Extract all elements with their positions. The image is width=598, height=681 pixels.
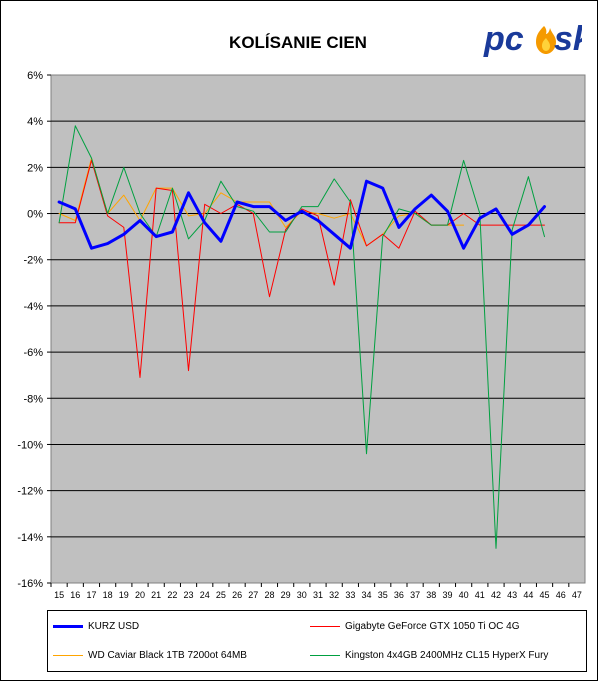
legend-swatch [310,655,340,656]
series-layer [57,125,546,549]
legend-swatch [53,625,83,628]
y-tick-label: -14% [17,532,43,544]
x-tick-label: 15 [54,590,64,600]
x-tick-label: 37 [410,590,420,600]
x-tick-label: 36 [394,590,404,600]
y-tick-label: -2% [23,255,43,267]
y-tick-label: -10% [17,439,43,451]
legend-swatch [310,626,340,627]
y-tick-label: -8% [23,393,43,405]
x-tick-label: 22 [167,590,177,600]
x-tick-label: 33 [345,590,355,600]
legend-item-kurz-usd: KURZ USD [53,621,139,632]
x-tick-label: 25 [216,590,226,600]
x-tick-label: 40 [459,590,469,600]
svg-text:pc: pc [483,20,524,58]
x-tick-label: 43 [507,590,517,600]
x-tick-label: 19 [119,590,129,600]
y-tick-label: -12% [17,486,43,498]
x-tick-label: 44 [523,590,533,600]
y-tick-label: 2% [27,162,43,174]
x-tick-label: 31 [313,590,323,600]
x-tick-label: 39 [442,590,452,600]
y-tick-label: -16% [17,578,43,590]
y-tick-label: -6% [23,347,43,359]
x-axis-ticks: 15 16 17 18 19 20 21 22 23 24 25 26 27 28 29 30 31 32 33 34… [50,583,582,600]
x-tick-label: 32 [329,590,339,600]
x-tick-label: 17 [86,590,96,600]
x-tick-label: 29 [281,590,291,600]
y-tick-label: 4% [27,116,43,128]
x-tick-label: 47 [572,590,582,600]
x-tick-label: 28 [264,590,274,600]
x-tick-label: 42 [491,590,501,600]
x-tick-label: 34 [362,590,372,600]
legend-label: KURZ USD [88,621,140,632]
legend-label: Kingston 4x4GB 2400MHz CL15 HyperX Fury [345,650,549,661]
x-tick-label: 35 [378,590,388,600]
y-axis-ticks: 6% 4% 2% 0% -2% -4% -6% -8% -10% -12% -14% -16% [17,70,51,590]
legend: KURZ USD Gigabyte GeForce GTX 1050 Ti OC… [47,610,587,672]
legend-label: WD Caviar Black 1TB 7200ot 64MB [88,650,247,661]
legend-label: Gigabyte GeForce GTX 1050 Ti OC 4G [345,621,520,632]
x-tick-label: 20 [135,590,145,600]
line-chart: 6%4%2%0%-2%-4%-6%-8%-10%-12%-14%-16% 15 1… [17,70,586,600]
x-tick-label: 26 [232,590,242,600]
x-tick-label: 16 [70,590,80,600]
series-line-1 [58,159,545,378]
x-tick-label: 41 [475,590,485,600]
x-tick-label: 38 [426,590,436,600]
legend-item-wd-caviar: WD Caviar Black 1TB 7200ot 64MB [53,650,247,661]
legend-swatch [53,655,83,656]
series-line-0 [57,179,546,250]
y-tick-label: 6% [27,70,43,82]
x-tick-label: 45 [540,590,550,600]
chart-title: KOLÍSANIE CIEN [229,33,367,52]
x-tick-label: 24 [200,590,210,600]
y-tick-label: 0% [27,209,43,221]
x-tick-label: 30 [297,590,307,600]
x-tick-label: 18 [103,590,113,600]
y-tick-label: -4% [23,301,43,313]
series-line-3 [58,125,545,549]
x-tick-label: 21 [151,590,161,600]
x-tick-label: 46 [556,590,566,600]
legend-item-kingston: Kingston 4x4GB 2400MHz CL15 HyperX Fury [310,650,548,661]
legend-item-gigabyte: Gigabyte GeForce GTX 1050 Ti OC 4G [310,621,520,632]
plot-area [50,74,586,584]
site-logo: pc sk [482,14,594,63]
x-tick-label: 27 [248,590,258,600]
x-tick-label: 23 [184,590,194,600]
